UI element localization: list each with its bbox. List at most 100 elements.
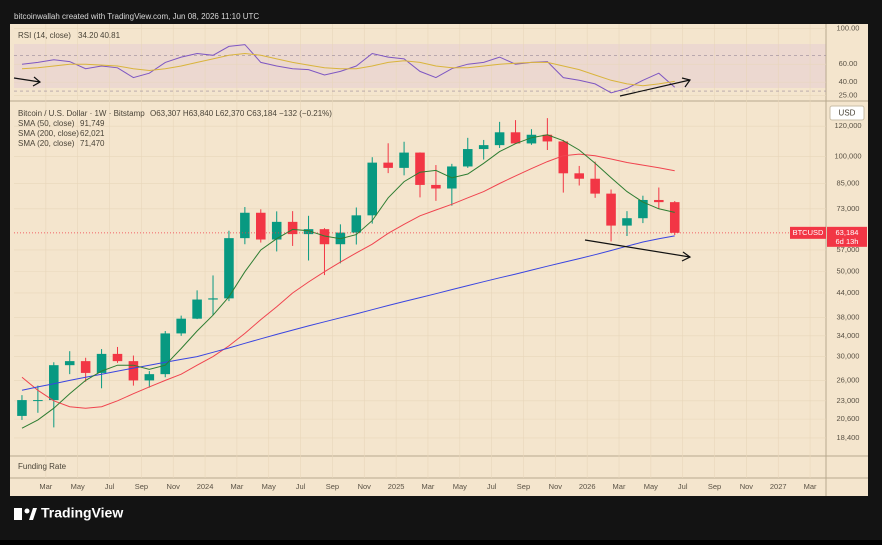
rsi-ma-value: 40.81	[100, 31, 121, 40]
candle-body	[574, 173, 584, 179]
annotation-arrow	[13, 77, 41, 83]
symbol-label: BTCUSD	[793, 228, 824, 237]
candle-body	[669, 202, 680, 233]
candle-body	[96, 353, 107, 373]
price-label: 63,184	[836, 228, 859, 237]
legend-value: 71,470	[80, 139, 105, 148]
symbol-tag	[790, 226, 826, 239]
candle-body	[526, 134, 537, 144]
x-tick-label: Mar	[230, 482, 243, 491]
currency-box	[829, 105, 865, 121]
annotation-arrowhead	[32, 76, 42, 87]
y-tick-label: 50,000	[837, 267, 860, 276]
y-tick-label: 30,000	[837, 352, 860, 361]
candle-body	[606, 193, 616, 226]
currency-label: USD	[839, 109, 856, 118]
candle-body	[590, 178, 600, 194]
y-tick-label: 100.00	[837, 23, 860, 32]
x-tick-label: Sep	[708, 482, 721, 491]
candle-body	[256, 212, 266, 240]
candle-body	[462, 149, 473, 167]
funding-title: Funding Rate	[18, 462, 67, 471]
annotation-arrow	[619, 79, 691, 97]
candle-body	[319, 229, 330, 245]
header-text: bitcoinwallah created with TradingView.c…	[14, 12, 259, 21]
x-tick-label: Jul	[678, 482, 688, 491]
candle-body	[510, 132, 521, 144]
candle-body	[240, 212, 250, 239]
candle-body	[494, 132, 505, 146]
x-tick-label: Sep	[135, 482, 148, 491]
candle-body	[112, 353, 123, 362]
x-tick-label: Jul	[105, 482, 115, 491]
annotation-arrowhead	[681, 77, 692, 88]
x-tick-label: Nov	[740, 482, 754, 491]
x-tick-label: 2026	[579, 482, 596, 491]
x-tick-label: Sep	[517, 482, 530, 491]
x-tick-label: 2027	[770, 482, 787, 491]
candle-body	[208, 298, 218, 300]
candle-body	[192, 299, 202, 319]
candle-body	[415, 152, 425, 185]
y-tick-label: 26,000	[837, 375, 860, 384]
ohlc-text: O63,307 H63,840 L62,370 C63,184 −132 (−0…	[150, 109, 332, 118]
x-tick-label: Mar	[39, 482, 52, 491]
annotations	[13, 76, 692, 262]
chart-title: Bitcoin / U.S. Dollar · 1W · Bitstamp	[18, 109, 145, 118]
footer-logo: TradingView	[14, 505, 123, 521]
candle-body	[654, 199, 664, 203]
y-tick-label: 25.00	[839, 91, 858, 100]
candle-body	[431, 184, 441, 189]
rsi-title: RSI (14, close)	[18, 31, 71, 40]
logo-mark	[14, 508, 22, 520]
candle-body	[80, 361, 91, 373]
legend-value: 62,021	[80, 129, 105, 138]
y-tick-label: 40.00	[839, 77, 858, 86]
x-tick-label: May	[644, 482, 658, 491]
brand-name: TradingView	[41, 505, 123, 521]
legend-name: SMA (200, close)	[18, 129, 79, 138]
x-tick-label: Jul	[487, 482, 497, 491]
y-tick-label: 34,000	[837, 331, 860, 340]
y-tick-label: 44,000	[837, 288, 860, 297]
y-tick-label: 18,400	[837, 433, 860, 442]
y-tick-label: 120,000	[834, 121, 861, 130]
logo-mark	[29, 508, 37, 520]
y-tick-label: 20,600	[837, 414, 860, 423]
x-tick-label: Jul	[296, 482, 306, 491]
candle-body	[17, 400, 27, 416]
y-tick-label: 60.00	[839, 59, 858, 68]
candle-body	[478, 145, 489, 150]
candle-body	[160, 333, 171, 375]
series-line	[21, 235, 675, 391]
series-line	[21, 153, 675, 409]
candle-body	[64, 361, 75, 366]
x-tick-label: Sep	[326, 482, 339, 491]
y-tick-label: 73,000	[837, 204, 860, 213]
x-tick-label: Nov	[549, 482, 563, 491]
candle-body	[622, 218, 632, 226]
candle-body	[638, 199, 648, 219]
chart-area	[10, 24, 868, 496]
annotation-arrowhead	[681, 251, 692, 262]
x-tick-label: 2025	[388, 482, 405, 491]
legend-name: SMA (50, close)	[18, 119, 75, 128]
candle-body	[176, 318, 186, 334]
y-tick-label: 38,000	[837, 312, 860, 321]
y-tick-label: 23,000	[837, 396, 860, 405]
candle-body	[542, 134, 553, 142]
x-tick-label: May	[71, 482, 85, 491]
series-line	[21, 134, 675, 429]
rsi-value: 34.20	[78, 31, 99, 40]
x-tick-label: Mar	[421, 482, 434, 491]
candle-body	[399, 152, 409, 168]
y-tick-label: 100,000	[834, 152, 861, 161]
x-tick-label: May	[262, 482, 276, 491]
x-tick-label: Nov	[358, 482, 372, 491]
candle-body	[128, 361, 139, 381]
legend-name: SMA (20, close)	[18, 139, 75, 148]
x-tick-label: 2024	[197, 482, 214, 491]
candle-body	[303, 229, 314, 235]
annotation-arrow	[584, 239, 691, 258]
